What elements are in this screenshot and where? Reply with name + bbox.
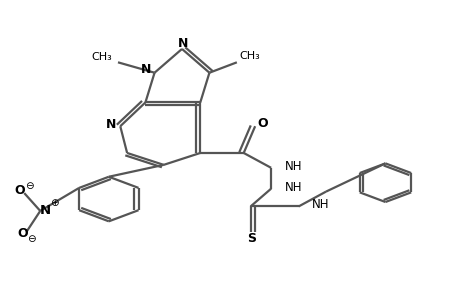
Text: CH₃: CH₃ — [91, 52, 112, 62]
Text: ⊖: ⊖ — [25, 181, 34, 191]
Text: NH: NH — [311, 199, 328, 212]
Text: N: N — [177, 37, 188, 50]
Text: S: S — [247, 232, 256, 245]
Text: N: N — [141, 63, 151, 76]
Text: N: N — [40, 204, 51, 218]
Text: O: O — [257, 117, 267, 130]
Text: CH₃: CH₃ — [239, 51, 259, 62]
Text: O: O — [17, 227, 28, 240]
Text: NH: NH — [284, 160, 302, 173]
Text: O: O — [14, 184, 25, 196]
Text: ⊕: ⊕ — [50, 199, 58, 208]
Text: NH: NH — [284, 181, 302, 194]
Text: N: N — [106, 118, 116, 131]
Text: ⊖: ⊖ — [27, 234, 35, 244]
